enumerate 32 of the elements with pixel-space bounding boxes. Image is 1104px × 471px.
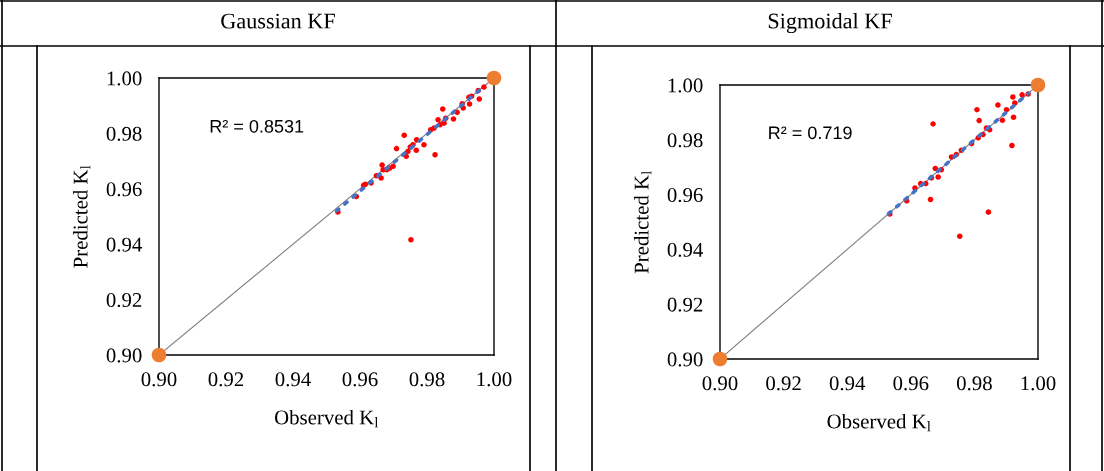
x-tick-label: 0.94 [829,376,866,391]
x-axis-title: Observed K$_{l}$ [274,409,379,428]
y-tick-label: 0.98 [667,133,703,148]
y-tick-label: 0.92 [106,292,142,308]
y-tick-label: 1.00 [107,71,142,86]
y-tick-label: 0.98 [106,126,142,141]
x-tick-label: 0.92 [766,376,801,391]
x-tick-label: 0.90 [141,372,177,387]
chart-title: Gaussian KF [221,13,335,29]
x-tick-label: 0.96 [342,372,378,387]
y-axis-title: Predicted K$_{l}$ [633,171,652,274]
x-tick-label: 0.98 [956,376,992,391]
y-tick-label: 0.96 [667,187,703,203]
x-axis-title: Observed K$_{l}$ [827,413,931,432]
x-tick-label: 0.98 [409,372,445,387]
y-tick-label: 0.94 [667,242,704,257]
chart-title: Sigmoidal KF [768,12,892,34]
x-tick-label: 1.00 [477,372,512,387]
y-tick-label: 0.90 [106,348,142,363]
y-tick-label: 1.00 [668,78,703,93]
x-tick-label: 0.92 [208,372,244,387]
y-tick-label: 0.90 [667,352,703,367]
annotation: R² = 0.719 [769,126,852,140]
y-tick-label: 0.92 [667,297,703,312]
y-tick-label: 0.96 [106,182,142,197]
y-axis-title: Predicted K$_{l}$ [72,165,91,268]
x-tick-label: 1.00 [1021,376,1056,391]
annotation: R² = 0.8531 [210,119,304,133]
x-tick-label: 0.94 [275,372,311,387]
x-tick-label: 0.90 [702,376,738,391]
x-tick-label: 0.96 [893,376,929,391]
y-tick-label: 0.94 [106,237,143,252]
